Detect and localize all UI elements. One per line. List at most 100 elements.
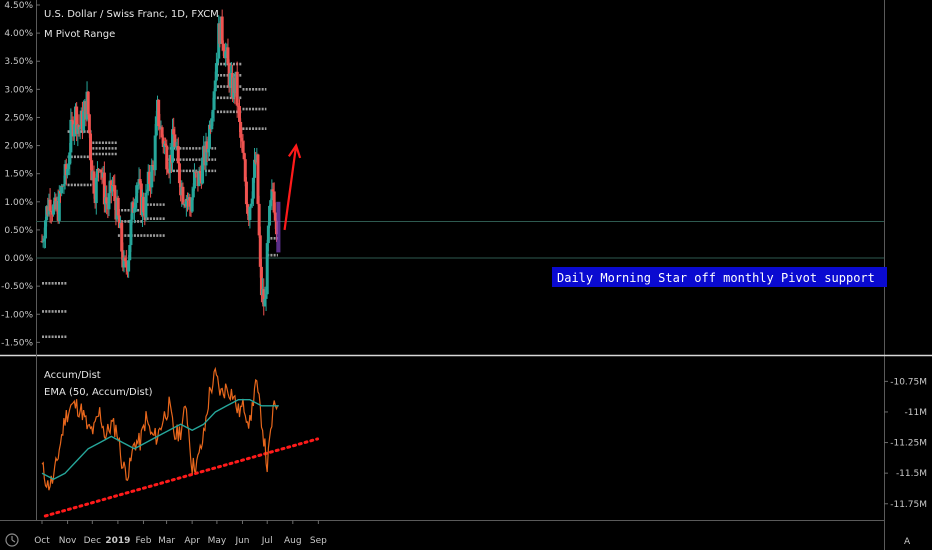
main-axis-label: -1.50% <box>1 338 33 348</box>
time-axis-label: Oct <box>34 536 50 546</box>
ad-trend-line-path <box>43 437 320 518</box>
main-axis-label: 0.50% <box>4 226 33 236</box>
candle-body <box>68 152 72 165</box>
candle-body <box>78 126 82 130</box>
ad-indicator-label: Accum/Dist <box>44 370 101 381</box>
ad-axis-label: -10.75M <box>890 377 927 387</box>
candle-body <box>198 171 202 174</box>
candle-body <box>172 129 176 135</box>
main-price-axis[interactable]: 4.50% 4.00% 3.50% 3.00% 2.50% 2.00% 1.50% 1.00%… <box>1 1 40 348</box>
candle-body <box>249 203 253 207</box>
candle-body <box>264 294 268 299</box>
candle-body <box>72 124 76 137</box>
time-axis-label: Apr <box>184 536 200 546</box>
candle-body <box>212 91 216 110</box>
candle-body <box>62 184 66 187</box>
time-axis-label: Jun <box>234 536 249 546</box>
candle-body <box>265 243 269 295</box>
candle-body <box>257 203 261 236</box>
candle-body <box>221 43 225 51</box>
candle-body <box>266 225 270 244</box>
candle-body <box>206 148 210 153</box>
time-axis-label: Mar <box>158 536 175 546</box>
auto-scale-label: A <box>904 537 911 547</box>
candle-body <box>272 191 276 213</box>
candle-body <box>197 171 201 186</box>
main-axis-label: 1.50% <box>4 170 33 180</box>
candle-body <box>211 109 215 119</box>
candle-body <box>110 185 114 192</box>
ema-indicator-label: EMA (50, Accum/Dist) <box>44 387 153 398</box>
candle-body <box>256 154 260 204</box>
candle-body <box>251 177 255 199</box>
time-axis-label: 2019 <box>105 536 130 546</box>
candle-body <box>259 266 263 296</box>
time-axis-label: Aug <box>284 536 302 546</box>
candle-body <box>224 51 228 59</box>
candle-body <box>89 133 93 161</box>
main-axis-label: 2.50% <box>4 113 33 123</box>
time-axis-label: May <box>208 536 227 546</box>
candle-body <box>144 192 148 218</box>
candle-body <box>116 197 120 216</box>
candle-body <box>213 80 217 92</box>
time-zone-icon[interactable] <box>5 533 19 547</box>
main-axis-label: 4.50% <box>4 1 33 11</box>
candle-body <box>76 125 80 134</box>
candle-body <box>173 134 177 147</box>
candle-body <box>243 159 247 182</box>
candle-body <box>220 16 224 44</box>
candle-body <box>138 179 142 184</box>
upward-arrow-icon <box>283 143 302 231</box>
annotation-background <box>552 267 887 287</box>
annotation-text: Daily Morning Star off monthly Pivot sup… <box>557 271 875 285</box>
candle-body <box>253 159 257 178</box>
accum-dist-plot <box>41 366 279 491</box>
candle-body <box>164 143 168 146</box>
candle-body <box>75 106 79 134</box>
candle-body <box>207 124 211 149</box>
horizontal-levels <box>36 220 884 259</box>
time-axis[interactable]: Oct Nov Dec 2019 Feb Mar Apr May Jun Jul Aug Sep <box>34 520 327 546</box>
ad-axis-label: -11.75M <box>890 500 927 510</box>
candle-body <box>271 189 275 192</box>
time-axis-label: Dec <box>84 536 101 546</box>
candle-body <box>181 186 185 205</box>
candle-body <box>184 198 188 207</box>
ad-axis[interactable]: -10.75M -11M -11.25M -11.5M -11.75M <box>884 377 927 510</box>
candle-body <box>246 204 250 214</box>
candle-body <box>188 197 192 207</box>
candle-body <box>42 238 46 242</box>
candle-body <box>124 261 128 268</box>
candle-body <box>268 205 272 226</box>
candle-body <box>273 212 277 221</box>
main-axis-label: -1.00% <box>1 310 33 320</box>
candle-body <box>69 119 73 153</box>
candle-body <box>168 154 172 173</box>
ad-trend-line <box>43 437 320 518</box>
candle-body <box>205 141 209 153</box>
arrow-shaft <box>283 145 298 231</box>
candle-body <box>87 114 91 134</box>
candle-body <box>128 245 132 261</box>
candle-body <box>239 121 243 138</box>
candle-body <box>166 169 170 173</box>
candle-body <box>241 141 245 153</box>
pivot-indicator-label: M Pivot Range <box>44 29 115 40</box>
candle-body <box>105 197 109 204</box>
main-axis-label: 3.00% <box>4 85 33 95</box>
candle-body <box>201 157 205 184</box>
candle-body <box>134 202 138 208</box>
candle-body <box>258 235 262 267</box>
candle-body <box>210 118 214 130</box>
auto-scale-icon[interactable]: A <box>904 537 911 547</box>
candle-body <box>242 152 246 160</box>
ema-line <box>41 399 279 480</box>
symbol-title: U.S. Dollar / Swiss Franc, 1D, FXCM <box>44 9 219 20</box>
ad-axis-label: -11M <box>905 408 927 418</box>
candle-body <box>248 206 252 220</box>
candle-body <box>153 135 157 171</box>
candle-body <box>86 91 90 115</box>
